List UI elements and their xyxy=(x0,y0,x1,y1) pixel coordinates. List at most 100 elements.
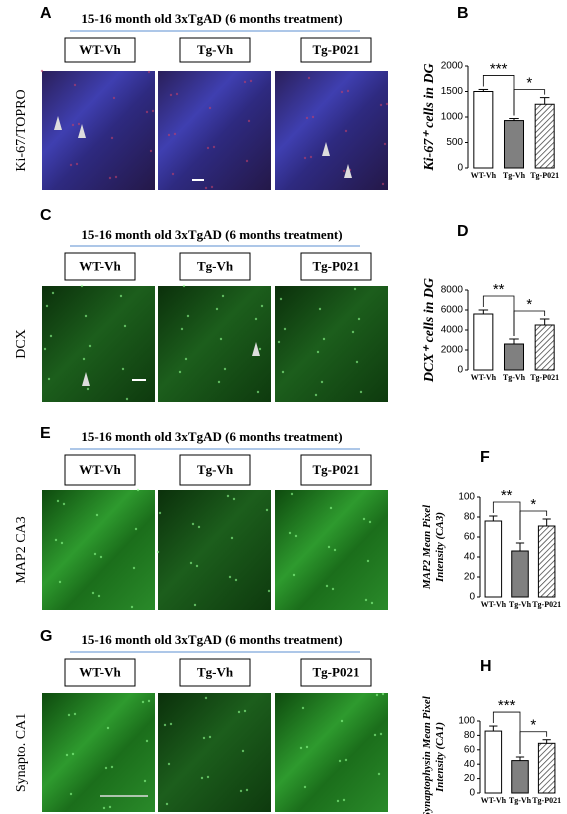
group-label: Tg-Vh xyxy=(197,462,234,477)
speck xyxy=(165,802,169,806)
significance-bracket xyxy=(519,510,548,540)
stain-label: MAP2 CA3 xyxy=(14,516,29,583)
speck xyxy=(65,753,69,757)
speck xyxy=(237,710,241,714)
speck xyxy=(88,344,92,348)
group-box xyxy=(179,37,251,63)
speck xyxy=(134,527,138,531)
bar xyxy=(484,520,503,598)
speck xyxy=(355,360,359,364)
speck xyxy=(82,357,86,361)
speck xyxy=(208,735,212,739)
bar xyxy=(534,324,555,371)
speck xyxy=(385,102,389,106)
group-label: WT-Vh xyxy=(79,462,121,477)
speck xyxy=(228,575,232,579)
speck xyxy=(305,745,309,749)
speck xyxy=(73,83,77,87)
y-axis-label: DCX⁺ cells in DG xyxy=(422,278,437,383)
speck xyxy=(93,552,97,556)
group-label: Tg-P021 xyxy=(313,42,360,57)
speck xyxy=(243,80,247,84)
speck xyxy=(149,149,153,153)
speck xyxy=(344,129,348,133)
x-tick-label: Tg-Vh xyxy=(509,600,532,609)
micrograph xyxy=(42,286,155,402)
y-tick-label: 2000 xyxy=(441,61,464,72)
speck xyxy=(267,589,271,593)
speck xyxy=(158,511,162,515)
speck xyxy=(110,136,114,140)
speck xyxy=(69,792,73,796)
speck xyxy=(322,337,326,341)
group-label: Tg-Vh xyxy=(197,664,234,679)
bar xyxy=(503,120,525,169)
y-axis-label: Synaptophysin Mean Pixel xyxy=(421,695,433,814)
speck xyxy=(260,304,264,308)
speck xyxy=(49,334,53,338)
speck xyxy=(147,70,151,74)
panel-title: 15-16 month old 3xTgAD (6 months treatme… xyxy=(81,632,342,647)
speck xyxy=(359,390,363,394)
stain-label: Ki-67/TOPRO xyxy=(14,89,29,171)
y-axis-label: MAP2 Mean Pixel xyxy=(421,504,433,590)
speck xyxy=(167,133,171,137)
speck xyxy=(223,367,227,371)
y-tick-label: 60 xyxy=(464,532,476,543)
speck xyxy=(104,766,108,770)
speck xyxy=(305,116,309,120)
arrowhead xyxy=(78,124,86,138)
speck xyxy=(47,377,51,381)
speck xyxy=(95,513,99,517)
speck xyxy=(351,330,355,334)
speck xyxy=(114,175,118,179)
bar xyxy=(473,91,494,169)
speck xyxy=(145,739,149,743)
speck xyxy=(178,370,182,374)
speck xyxy=(362,517,366,521)
speck xyxy=(151,109,155,113)
speck xyxy=(60,541,64,545)
y-tick-label: 1000 xyxy=(441,112,464,123)
speck xyxy=(169,722,173,726)
speck xyxy=(336,799,340,803)
y-tick-label: 0 xyxy=(457,365,463,376)
y-tick-label: 20 xyxy=(464,572,476,583)
group-box xyxy=(64,454,136,486)
speck xyxy=(383,142,387,146)
micrograph xyxy=(275,286,388,402)
speck xyxy=(226,494,230,498)
speck xyxy=(265,508,269,512)
arrowhead xyxy=(252,342,260,356)
significance-label: * xyxy=(530,496,536,513)
speck xyxy=(221,294,225,298)
y-axis-label: Intensity (CA1) xyxy=(434,722,446,793)
y-tick-label: 80 xyxy=(464,512,476,523)
group-box xyxy=(179,658,251,687)
x-tick-label: Tg-P021 xyxy=(530,171,559,180)
speck xyxy=(370,601,374,605)
speck xyxy=(80,284,84,288)
speck xyxy=(210,185,214,189)
bar xyxy=(534,103,555,169)
significance-label: * xyxy=(530,717,536,734)
speck xyxy=(346,89,350,93)
speck xyxy=(208,106,212,110)
speck xyxy=(320,380,324,384)
speck xyxy=(206,146,210,150)
speck xyxy=(241,749,245,753)
speck xyxy=(212,145,216,149)
speck xyxy=(62,502,66,506)
y-axis-label: Intensity (CA3) xyxy=(434,512,446,583)
speck xyxy=(197,525,201,529)
speck xyxy=(182,284,186,288)
speck xyxy=(204,186,208,190)
group-box xyxy=(300,658,372,687)
significance-label: *** xyxy=(490,60,508,77)
x-tick-label: WT-Vh xyxy=(471,373,497,382)
micrograph xyxy=(158,490,271,610)
speck xyxy=(54,538,58,542)
speck xyxy=(215,307,219,311)
y-tick-label: 0 xyxy=(457,163,463,174)
group-label: WT-Vh xyxy=(79,42,121,57)
